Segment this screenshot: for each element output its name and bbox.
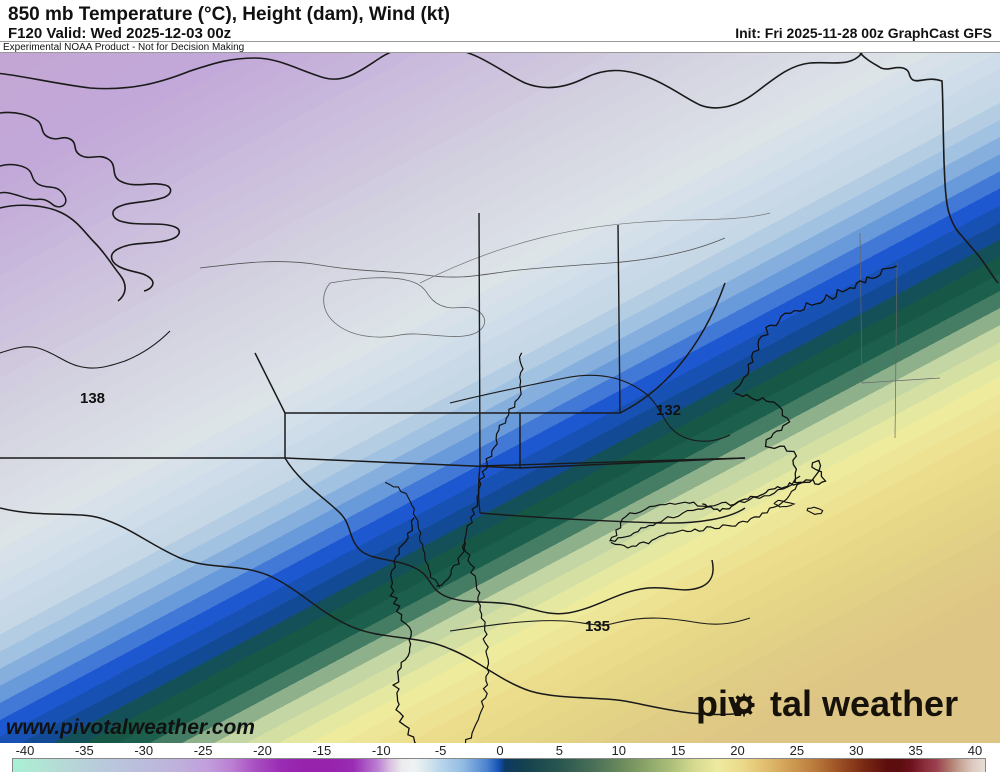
svg-text:132: 132 xyxy=(656,402,681,419)
svg-text:138: 138 xyxy=(80,390,105,407)
svg-text:135: 135 xyxy=(585,618,610,635)
